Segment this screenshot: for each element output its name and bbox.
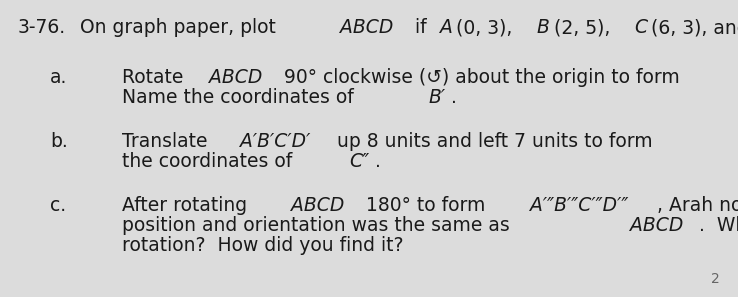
Text: C: C	[634, 18, 647, 37]
Text: if: if	[410, 18, 433, 37]
Text: the coordinates of: the coordinates of	[122, 152, 298, 171]
Text: C″: C″	[349, 152, 370, 171]
Text: .: .	[451, 88, 457, 107]
Text: Name the coordinates of: Name the coordinates of	[122, 88, 359, 107]
Text: 2: 2	[711, 272, 720, 286]
Text: b.: b.	[50, 132, 68, 151]
Text: c.: c.	[50, 196, 66, 215]
Text: a.: a.	[50, 68, 67, 87]
Text: ABCD: ABCD	[209, 68, 262, 87]
Text: position and orientation was the same as: position and orientation was the same as	[122, 216, 516, 235]
Text: (2, 5),: (2, 5),	[554, 18, 616, 37]
Text: .: .	[376, 152, 382, 171]
Text: B: B	[537, 18, 550, 37]
Text: 90° clockwise (↺) about the origin to form: 90° clockwise (↺) about the origin to fo…	[277, 68, 686, 87]
Text: ABCD: ABCD	[292, 196, 345, 215]
Text: (0, 3),: (0, 3),	[456, 18, 519, 37]
Text: ABCD: ABCD	[630, 216, 683, 235]
Text: rotation?  How did you find it?: rotation? How did you find it?	[122, 236, 404, 255]
Text: After rotating: After rotating	[122, 196, 253, 215]
Text: up 8 units and left 7 units to form: up 8 units and left 7 units to form	[331, 132, 658, 151]
Text: 3-76.: 3-76.	[18, 18, 66, 37]
Text: Translate: Translate	[122, 132, 213, 151]
Text: On graph paper, plot: On graph paper, plot	[80, 18, 282, 37]
Text: .  What was the point of: . What was the point of	[699, 216, 738, 235]
Text: Rotate: Rotate	[122, 68, 190, 87]
Text: A′″B′″C′″D′″: A′″B′″C′″D′″	[530, 196, 628, 215]
Text: (6, 3), and: (6, 3), and	[651, 18, 738, 37]
Text: 180° to form: 180° to form	[360, 196, 492, 215]
Text: B′: B′	[429, 88, 446, 107]
Text: A′B′C′D′: A′B′C′D′	[240, 132, 311, 151]
Text: A: A	[440, 18, 452, 37]
Text: ABCD: ABCD	[340, 18, 394, 37]
Text: , Arah noticed that its: , Arah noticed that its	[657, 196, 738, 215]
